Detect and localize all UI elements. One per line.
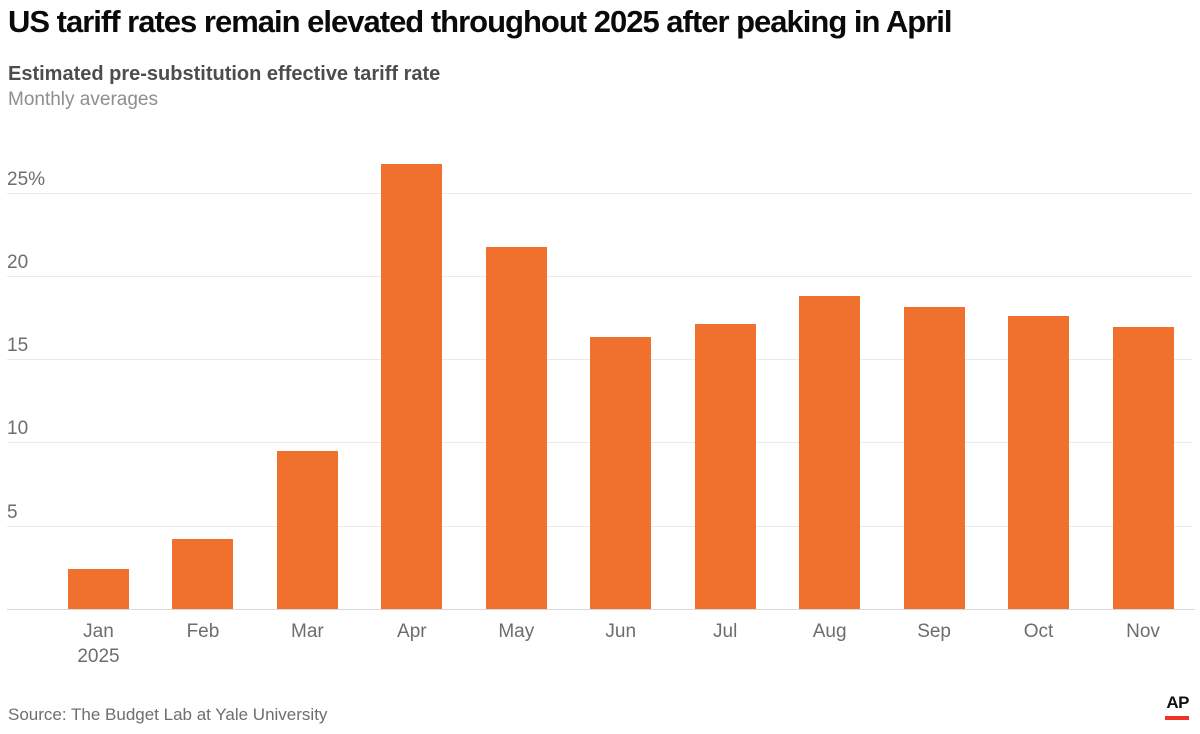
x-tick-label-feb: Feb [186, 621, 220, 642]
gridline-25 [7, 192, 1192, 194]
y-tick-label-10: 10 [7, 418, 29, 440]
chart-title: US tariff rates remain elevated througho… [8, 4, 952, 39]
bar-aug [799, 295, 861, 609]
x-tick-label-mar: Mar [291, 621, 324, 642]
y-tick-label-15: 15 [7, 335, 29, 357]
x-tick-label-jun: Jun [605, 621, 637, 642]
bar-apr [381, 164, 443, 609]
bar-jun [590, 337, 652, 609]
x-tick-label-aug: Aug [812, 621, 847, 642]
x-tick-label-jul: Jul [713, 621, 738, 642]
chart-subnote: Monthly averages [8, 89, 158, 110]
bar-may [485, 247, 547, 609]
source-note: Source: The Budget Lab at Yale Universit… [8, 705, 328, 724]
x-tick-label-may: May [498, 621, 535, 642]
bar-jan [68, 569, 129, 609]
ap-logo-text: AP [1166, 693, 1189, 712]
x-tick-label-oct: Oct [1023, 621, 1054, 642]
y-tick-label-5: 5 [7, 501, 18, 523]
gridline-20 [7, 275, 1192, 277]
bar-jul [694, 324, 756, 609]
bar-mar [276, 450, 338, 609]
x-tick-label-apr: Apr [397, 621, 427, 642]
x-tick-label-jan: Jan 2025 [47, 619, 151, 669]
y-tick-label-25: 25% [7, 168, 46, 190]
ap-logo-underline [1165, 716, 1189, 720]
bar-oct [1008, 315, 1070, 609]
x-axis-year-label: 2025 [77, 646, 120, 667]
x-tick-label-nov: Nov [1126, 621, 1160, 642]
bar-sep [903, 307, 965, 609]
bar-nov [1112, 327, 1174, 609]
chart-subtitle: Estimated pre-substitution effective tar… [8, 63, 441, 85]
x-tick-label-sep: Sep [917, 621, 951, 642]
ap-logo: AP [1165, 694, 1189, 720]
x-axis-line [7, 609, 1195, 610]
bar-feb [172, 539, 234, 609]
y-tick-label-20: 20 [7, 251, 29, 273]
